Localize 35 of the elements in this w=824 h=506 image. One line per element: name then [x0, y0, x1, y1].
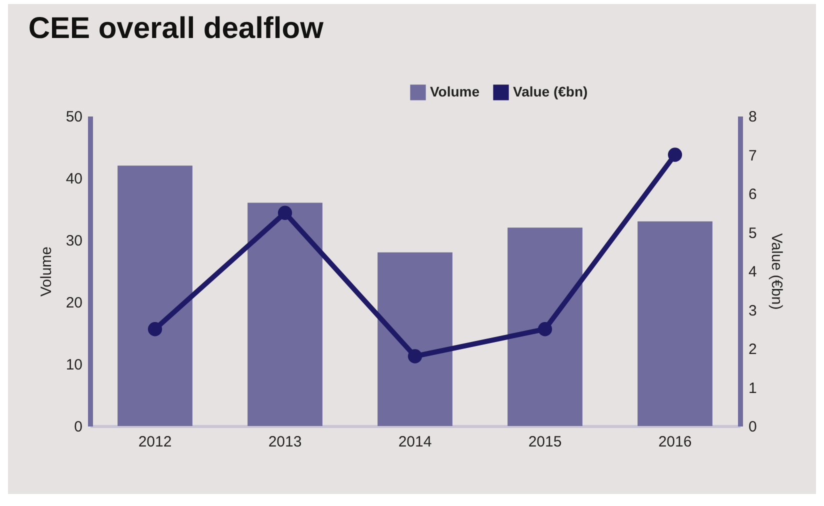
y2-tick-label: 6 [748, 186, 757, 203]
y2-tick-label: 7 [748, 147, 757, 164]
y-tick-label: 30 [66, 232, 82, 250]
y-tick-label: 40 [66, 170, 82, 188]
x-tick-label: 2012 [138, 434, 172, 450]
point [148, 322, 162, 336]
y-tick-label: 50 [66, 108, 82, 126]
x-tick-label: 2014 [398, 434, 432, 450]
bar [248, 202, 322, 426]
y-tick-label: 0 [74, 418, 82, 436]
y2-tick-label: 8 [748, 108, 757, 126]
bar [118, 166, 192, 426]
x-tick-label: 2013 [268, 434, 302, 450]
y2-axis-title: Value (€bn) [768, 233, 785, 310]
y2-tick-label: 3 [748, 302, 757, 320]
legend-label: Volume [430, 83, 480, 100]
y2-tick-label: 2 [748, 341, 757, 358]
chart-title: CEE overall dealflow [28, 12, 324, 45]
bar [378, 252, 452, 426]
point [278, 206, 292, 220]
point [538, 322, 552, 336]
y-axis-title: Volume [38, 246, 55, 297]
y2-tick-label: 1 [748, 380, 757, 397]
x-tick-label: 2015 [528, 434, 562, 450]
point [408, 349, 422, 364]
y-tick-label: 10 [66, 356, 82, 374]
point [668, 148, 682, 162]
y2-tick-label: 5 [748, 224, 757, 242]
y2-tick-label: 0 [748, 418, 757, 436]
y2-tick-label: 4 [748, 264, 757, 280]
y-tick-label: 20 [66, 294, 82, 312]
x-tick-label: 2016 [658, 434, 692, 450]
legend-label: Value (€bn) [513, 83, 588, 100]
bar [638, 221, 712, 426]
bar [508, 228, 582, 426]
